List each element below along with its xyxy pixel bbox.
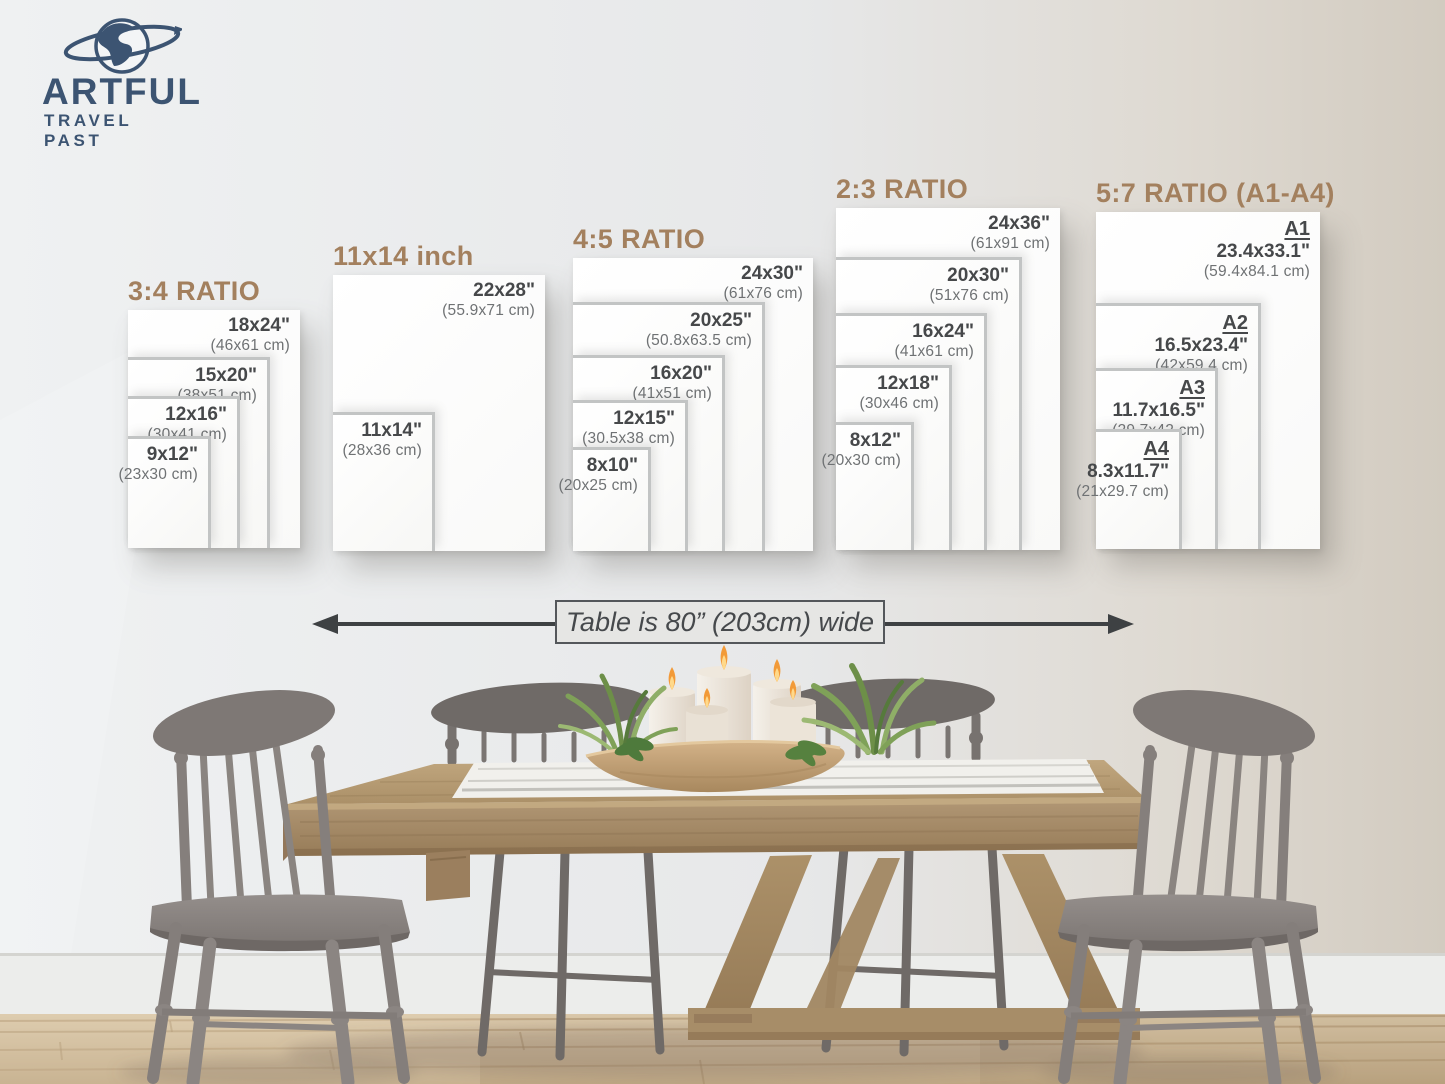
size-inches: 12x18" (877, 373, 939, 394)
size-inches: 11.7x16.5" (1112, 400, 1206, 421)
size-inches: 15x20" (195, 365, 257, 386)
size-centimeters: (46x61 cm) (210, 337, 290, 355)
size-label: 8x10" (20x25 cm) (558, 455, 638, 496)
paper-size-name: A1 (1284, 218, 1310, 240)
size-inches: 16x20" (650, 363, 712, 384)
size-centimeters: (59.4x84.1 cm) (1203, 263, 1310, 281)
size-panel: 22x28" (55.9x71 cm) 11x14" (28x36 cm) (333, 275, 545, 551)
panel-title: 11x14 inch (333, 241, 474, 271)
arrow-left-icon (312, 614, 338, 634)
size-label: A2 16.5x23.4" (42x59.4 cm) (1154, 311, 1248, 376)
size-panel: 24x36" (61x91 cm) 20x30" (51x76 cm) 16x24" (4… (821, 208, 1060, 550)
centerpiece (558, 645, 937, 793)
size-centimeters: (20x25 cm) (558, 477, 638, 495)
size-label: 16x24" (41x61 cm) (894, 321, 974, 362)
paper-size-name: A2 (1222, 312, 1248, 334)
size-label: 8x12" (20x30 cm) (821, 430, 901, 471)
size-inches: 8.3x11.7" (1087, 461, 1169, 482)
print-size-rect: 9x12" (23x30 cm) (118, 436, 211, 548)
size-centimeters: (50.8x63.5 cm) (645, 332, 752, 350)
size-inches: 20x30" (947, 265, 1009, 286)
size-label: 11x14" (28x36 cm) (342, 420, 422, 461)
wooden-bowl (586, 741, 845, 793)
print-size-rect: A4 8.3x11.7" (21x29.7 cm) (1076, 429, 1182, 549)
print-size-rect: 11x14" (28x36 cm) (333, 412, 435, 551)
size-label: A1 23.4x33.1" (59.4x84.1 cm) (1204, 217, 1310, 282)
succulent-rosettes (614, 737, 827, 767)
size-inches: 24x30" (741, 263, 803, 284)
table-width-label: Table is 80” (203cm) wide (555, 600, 885, 644)
size-label: A4 8.3x11.7" (21x29.7 cm) (1076, 437, 1169, 502)
size-centimeters: (21x29.7 cm) (1076, 483, 1169, 501)
print-size-rect: 8x12" (20x30 cm) (821, 422, 914, 550)
size-label: 12x15" (30.5x38 cm) (582, 408, 675, 449)
size-inches: 23.4x33.1" (1216, 241, 1310, 262)
panel-title: 2:3 RATIO (836, 174, 969, 204)
size-inches: 12x16" (165, 404, 227, 425)
table-apron (288, 797, 1144, 856)
globe-icon (63, 18, 182, 74)
size-label: 9x12" (23x30 cm) (118, 444, 198, 485)
size-label: 24x30" (61x76 cm) (723, 263, 803, 304)
front-chair (147, 690, 410, 1084)
size-centimeters: (23x30 cm) (118, 466, 198, 484)
size-inches: 20x25" (690, 310, 752, 331)
brand-name: ARTFUL (42, 71, 202, 112)
size-inches: 8x12" (849, 430, 901, 451)
size-centimeters: (30x46 cm) (859, 395, 939, 413)
size-centimeters: (28x36 cm) (342, 442, 422, 460)
size-label: 22x28" (55.9x71 cm) (442, 280, 535, 321)
plant-right (801, 663, 937, 755)
size-panel: 18x24"(46x61 cm)15x20"(38x51 cm)12x16"(3… (118, 310, 300, 548)
panel-title: 4:5 RATIO (573, 224, 706, 254)
print-size-rect: 8x10" (20x25 cm) (558, 447, 651, 551)
panel-title: 5:7 RATIO (A1-A4) (1096, 178, 1335, 208)
size-panel: A1 23.4x33.1" (59.4x84.1 cm) A2 16.5x23.4" (4… (1076, 212, 1320, 549)
size-centimeters: (61x76 cm) (723, 285, 803, 303)
size-label: 20x30" (51x76 cm) (929, 265, 1009, 306)
size-inches: 8x10" (586, 455, 638, 476)
paper-size-name: A3 (1179, 377, 1205, 399)
size-inches: 16x24" (912, 321, 974, 342)
size-label: 20x25" (50.8x63.5 cm) (646, 310, 752, 351)
arrow-right-icon (1108, 614, 1134, 634)
size-centimeters: (61x91 cm) (970, 235, 1050, 253)
size-label: 24x36" (61x91 cm) (970, 213, 1050, 254)
size-inches: 12x15" (613, 408, 675, 429)
size-inches: 16.5x23.4" (1154, 335, 1248, 356)
size-centimeters: (30.5x38 cm) (582, 430, 675, 448)
paper-size-name: A4 (1143, 438, 1169, 460)
size-inches: 24x36" (988, 213, 1050, 234)
brand-tagline: TRAVEL PAST (44, 111, 133, 150)
size-inches: 22x28" (473, 280, 535, 301)
size-label: 16x20" (41x51 cm) (632, 363, 712, 404)
size-label: 12x18" (30x46 cm) (859, 373, 939, 414)
size-inches: 18x24" (228, 315, 290, 336)
panel-title: 3:4 RATIO (128, 276, 261, 306)
size-inches: 11x14" (361, 420, 422, 441)
size-panel: 24x30" (61x76 cm) 20x25" (50.8x63.5 cm) 16x2… (558, 258, 813, 551)
size-centimeters: (55.9x71 cm) (442, 302, 535, 320)
size-centimeters: (41x51 cm) (632, 385, 712, 403)
size-centimeters: (20x30 cm) (821, 452, 901, 470)
size-inches: 9x12" (146, 444, 198, 465)
size-centimeters: (51x76 cm) (929, 287, 1009, 305)
size-centimeters: (41x61 cm) (894, 343, 974, 361)
size-label: 18x24" (46x61 cm) (210, 315, 290, 356)
